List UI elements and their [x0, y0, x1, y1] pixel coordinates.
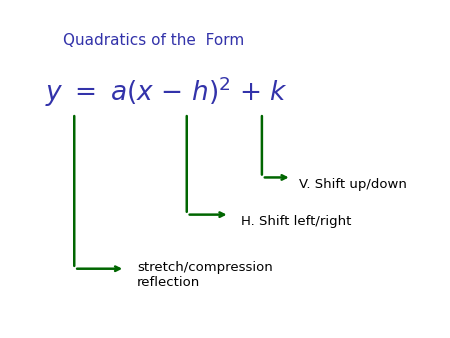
Text: H. Shift left/right: H. Shift left/right — [241, 215, 351, 228]
Text: $\mathit{y}$ $=$ $\mathit{a}$$\mathit{(x}$ $-$ $\mathit{h)^2}$ $+$ $\mathit{k}$: $\mathit{y}$ $=$ $\mathit{a}$$\mathit{(x… — [45, 74, 288, 108]
Text: V. Shift up/down: V. Shift up/down — [299, 178, 407, 191]
Text: stretch/compression
reflection: stretch/compression reflection — [137, 262, 273, 289]
Text: Quadratics of the  Form: Quadratics of the Form — [63, 33, 244, 48]
